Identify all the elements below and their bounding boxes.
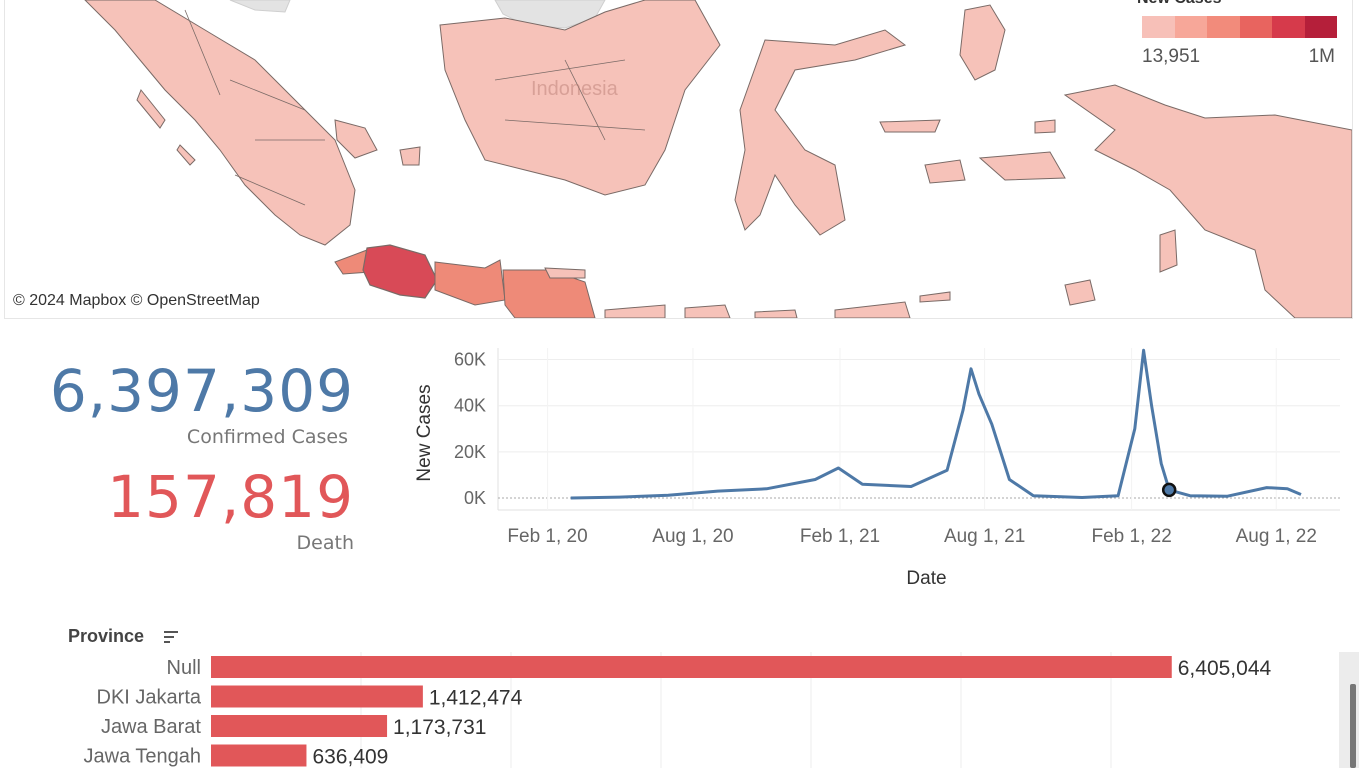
bar-value-label: 1,173,731 [393, 716, 486, 739]
map-legend: New Cases 13,951 1M [1137, 0, 1341, 72]
province-bar[interactable] [211, 685, 423, 708]
province-bar-chart[interactable]: Province Null 6,405,044 DKI Jakarta 1,412,4… [0, 620, 1366, 768]
legend-max-label: 1M [1308, 46, 1335, 67]
highlighted-data-point[interactable] [1161, 482, 1177, 498]
island [959, 4, 1006, 81]
province-map[interactable]: Indonesia © 2024 Mapbox © OpenStreetMap … [4, 0, 1353, 319]
bar-category-label[interactable]: DKI Jakarta [97, 687, 202, 709]
region-kalimantan[interactable] [439, 0, 721, 196]
bar-category-label[interactable]: Jawa Tengah [84, 746, 202, 768]
map-country-label: Indonesia [531, 78, 618, 100]
y-tick-label: 40K [454, 396, 486, 416]
new-cases-series-line[interactable] [570, 348, 1302, 500]
y-tick-label: 60K [454, 350, 486, 370]
island [919, 291, 951, 303]
scrollbar-thumb[interactable] [1350, 684, 1356, 768]
island [1064, 279, 1096, 306]
region-border [184, 9, 325, 206]
island [334, 119, 378, 159]
island [924, 159, 966, 184]
region-papua[interactable] [1063, 84, 1352, 318]
island [399, 146, 421, 166]
province-bar[interactable] [211, 715, 388, 737]
confirmed-cases-value: 6,397,309 [49, 357, 354, 425]
x-tick-label: Feb 1, 21 [800, 526, 880, 547]
province-bar[interactable] [211, 656, 1172, 678]
legend-title: New Cases [1137, 0, 1222, 8]
bar-chart-svg[interactable]: Null 6,405,044 DKI Jakarta 1,412,474 Jawa Ba… [0, 620, 1330, 768]
legend-swatch [1272, 16, 1305, 38]
bar-value-label: 636,409 [312, 746, 388, 768]
x-tick-label: Aug 1, 22 [1236, 526, 1317, 547]
x-tick-label: Feb 1, 20 [507, 526, 587, 547]
y-axis-title: New Cases [414, 384, 435, 481]
new-cases-line-chart[interactable]: 0K 20K 40K 60K Feb 1, 20 Aug 1, 20 Feb 1, 21 Au… [400, 336, 1350, 596]
bar-value-label: 6,405,044 [1178, 657, 1272, 680]
legend-swatch [1239, 16, 1272, 38]
line-chart-svg[interactable]: 0K 20K 40K 60K Feb 1, 20 Aug 1, 20 Feb 1, 21 Au… [400, 336, 1350, 596]
island [604, 304, 666, 318]
island [684, 304, 731, 318]
island [176, 144, 196, 166]
x-tick-label: Feb 1, 22 [1091, 526, 1171, 547]
legend-swatch [1142, 16, 1175, 38]
neighbor-land [229, 0, 291, 13]
region-jawa-barat[interactable] [362, 244, 438, 299]
sort-icon[interactable] [164, 630, 180, 644]
island [834, 301, 911, 318]
legend-swatch [1207, 16, 1240, 38]
y-tick-label: 20K [454, 442, 486, 462]
x-tick-label: Aug 1, 20 [652, 526, 733, 547]
island [754, 309, 798, 318]
region-border [494, 59, 646, 141]
province-bar[interactable] [211, 744, 307, 767]
map-canvas[interactable] [5, 0, 1352, 318]
island [879, 119, 941, 133]
confirmed-cases-label: Confirmed Cases [186, 426, 348, 448]
region-jawa-tengah[interactable] [434, 259, 506, 306]
death-value: 157,819 [107, 463, 354, 531]
x-tick-label: Aug 1, 21 [944, 526, 1025, 547]
y-tick-label: 0K [464, 488, 486, 508]
region-sulawesi[interactable] [734, 29, 907, 236]
island [1034, 119, 1056, 134]
legend-swatch [1174, 16, 1207, 38]
legend-swatches [1142, 16, 1337, 38]
region-sumatra[interactable] [84, 0, 356, 246]
bar-category-label[interactable]: Jawa Barat [101, 716, 201, 738]
map-attribution[interactable]: © 2024 Mapbox © OpenStreetMap [9, 290, 264, 312]
island [978, 151, 1066, 181]
bar-category-label[interactable]: Null [167, 657, 201, 679]
x-axis-title: Date [906, 568, 946, 589]
scrollbar-track[interactable] [1339, 652, 1359, 768]
province-header[interactable]: Province [68, 626, 145, 646]
death-label: Death [296, 532, 354, 554]
legend-swatch [1304, 16, 1337, 38]
island [1159, 229, 1178, 273]
legend-min-label: 13,951 [1142, 46, 1201, 67]
island [136, 89, 166, 129]
island [544, 267, 586, 279]
bar-value-label: 1,412,474 [429, 687, 523, 710]
